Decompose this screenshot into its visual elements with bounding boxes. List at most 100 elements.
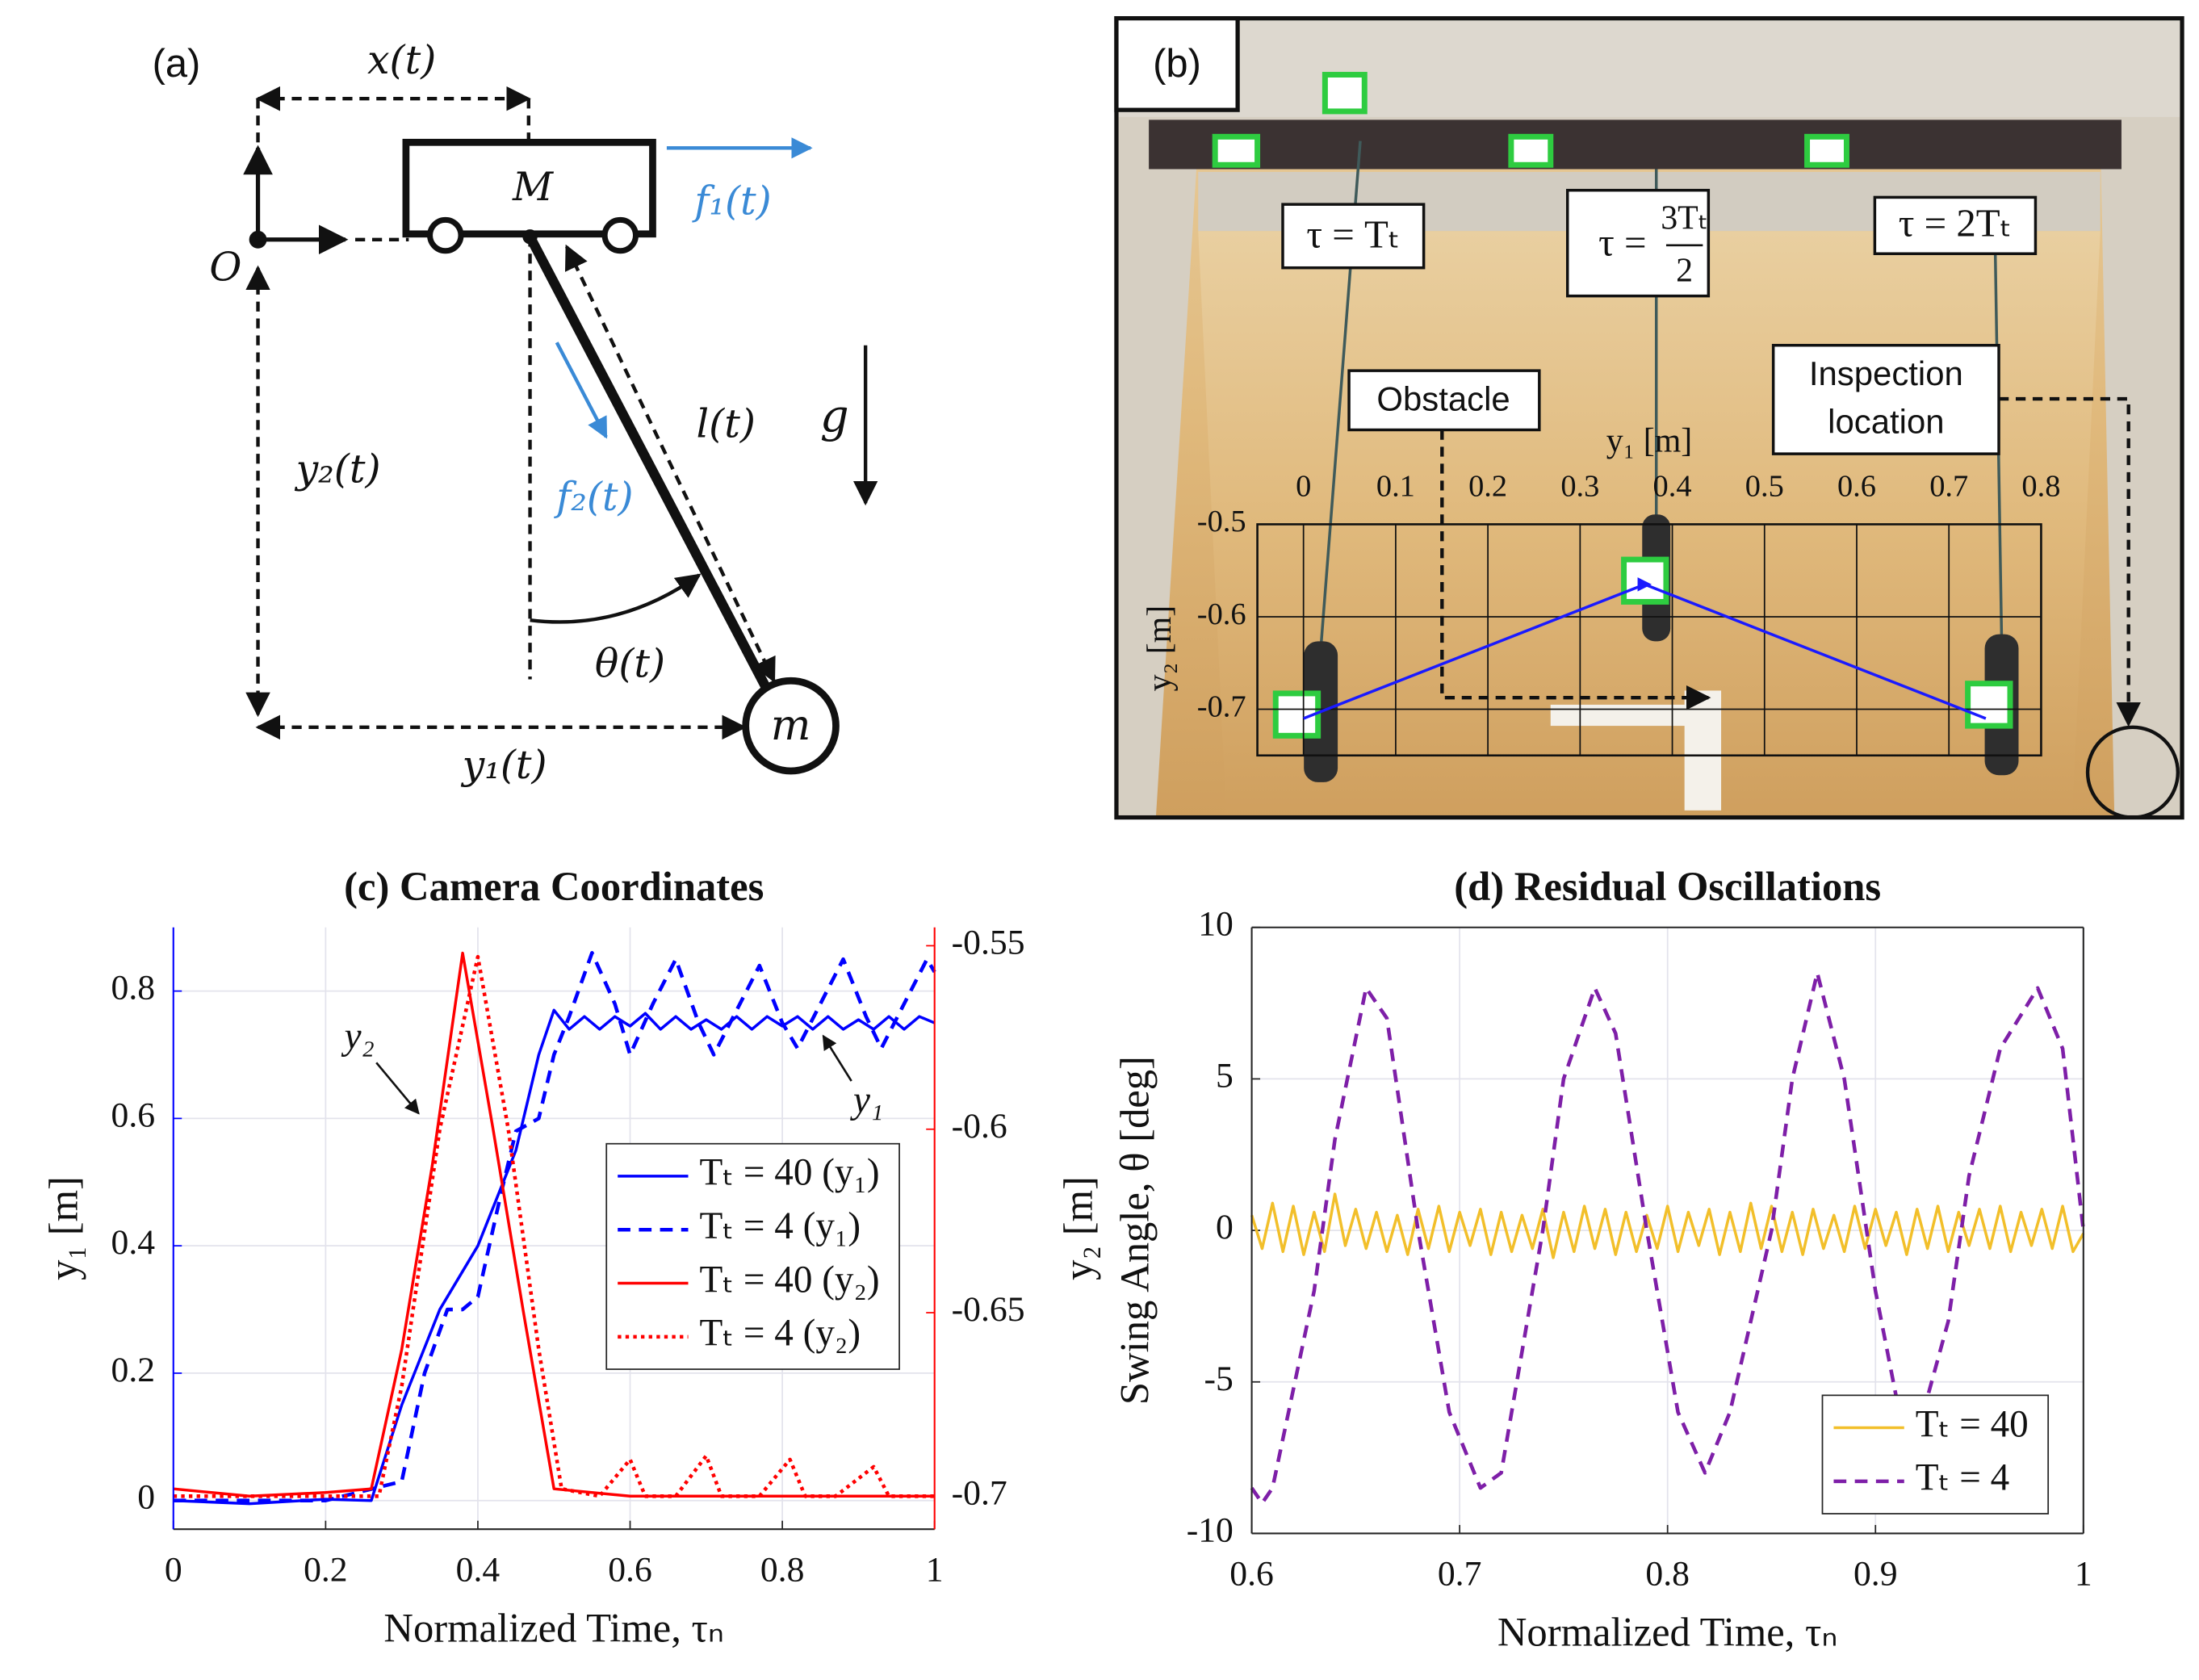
wheel xyxy=(601,216,639,254)
inspection-circle xyxy=(2085,725,2180,819)
x-tick-label: 0.2 xyxy=(304,1550,348,1589)
panel-label: (b) xyxy=(1153,42,1201,86)
y-tick-label: 0 xyxy=(137,1478,155,1517)
y-tick-label: 10 xyxy=(1198,905,1234,944)
legend-label: Tₜ = 4 (y₁) xyxy=(699,1205,861,1247)
series-line xyxy=(173,951,936,1502)
x-tick-label: 0.7 xyxy=(1438,1555,1482,1594)
panel-label: (a) xyxy=(153,42,201,86)
marker xyxy=(1508,133,1554,168)
x-tick-label: 0.1 xyxy=(1376,470,1415,504)
y-tick-label: 0 xyxy=(1216,1208,1234,1246)
legend-label: Tₜ = 4 xyxy=(1916,1457,2009,1499)
label-box xyxy=(1873,195,2038,255)
trajectory xyxy=(1303,577,1987,720)
length-dimension xyxy=(564,244,776,683)
y-tick-label: 0.8 xyxy=(111,969,156,1008)
series-line xyxy=(1250,1192,2085,1259)
wheel xyxy=(427,216,464,254)
legend-label: Tₜ = 40 (y₁) xyxy=(699,1152,879,1194)
leader-arrow xyxy=(1440,429,1711,710)
overlay-grid xyxy=(1256,523,2042,757)
label: 3Tₜ xyxy=(1661,200,1708,237)
y2-tick-label: -0.65 xyxy=(952,1290,1025,1329)
x-tick-label: 1 xyxy=(2075,1555,2092,1594)
motor-rail xyxy=(1149,119,2122,170)
label-box xyxy=(1347,369,1541,432)
marker xyxy=(1804,133,1849,168)
x-tick-label: 0.3 xyxy=(1560,470,1599,504)
label: x(t) xyxy=(367,37,436,83)
y-tick-label: 0.4 xyxy=(111,1223,156,1262)
label: y₂(t) xyxy=(295,446,381,492)
label: O xyxy=(209,245,241,291)
label-box xyxy=(1114,16,1240,112)
label: M xyxy=(512,164,555,210)
label: l(t) xyxy=(697,400,756,446)
y-axis-label: y₁ [m] xyxy=(40,1176,86,1280)
label: g xyxy=(820,391,849,443)
y2-axis-label: y₂ [m] xyxy=(1056,1176,1101,1280)
y2-tick-label: -0.6 xyxy=(952,1107,1007,1146)
marker xyxy=(1965,681,2013,729)
label: f₂(t) xyxy=(554,474,633,520)
x-tick-label: 0.4 xyxy=(456,1550,501,1589)
label-box xyxy=(1565,188,1711,298)
axis-label: y₂ [m] xyxy=(1141,605,1179,692)
label: location xyxy=(1828,403,1944,441)
label: τ = Tₜ xyxy=(1306,212,1400,256)
marker xyxy=(1621,556,1669,605)
chart-title: (d) Residual Oscillations xyxy=(1454,864,1881,909)
annotation-arrow xyxy=(375,1062,420,1115)
x-tick-label: 0.6 xyxy=(1229,1555,1274,1594)
label-box xyxy=(1771,343,2000,455)
x-tick-label: 1 xyxy=(926,1550,944,1589)
label: θ(t) xyxy=(595,640,665,686)
legend-label: Tₜ = 40 xyxy=(1916,1403,2029,1445)
photo-border xyxy=(1114,16,2184,820)
x-tick-label: 0.7 xyxy=(1929,470,1968,504)
label: m xyxy=(771,701,811,750)
legend-label: Tₜ = 4 (y₂) xyxy=(699,1313,861,1355)
x-axis-label: Normalized Time, τₙ xyxy=(383,1605,724,1650)
x-tick-label: 0.5 xyxy=(1745,470,1784,504)
leader-arrow xyxy=(1999,396,2141,727)
marker xyxy=(1321,72,1368,115)
label: f₁(t) xyxy=(692,178,771,224)
panel-b xyxy=(1114,16,2184,820)
x-tick-label: 0.4 xyxy=(1653,470,1692,504)
label: τ = 2Tₜ xyxy=(1899,200,2012,245)
y-tick-label: 0.6 xyxy=(111,1096,156,1134)
annotation: y₂ xyxy=(341,1016,375,1058)
y-tick-label: 0.2 xyxy=(111,1351,156,1389)
legend-label: Tₜ = 40 (y₂) xyxy=(699,1259,879,1301)
x-tick-label: 0.8 xyxy=(1645,1555,1690,1594)
y2-tick-label: -0.7 xyxy=(952,1473,1007,1512)
y-tick-label: -0.5 xyxy=(1197,505,1246,538)
x-tick-label: 0.6 xyxy=(608,1550,652,1589)
label: y₁(t) xyxy=(461,742,547,788)
legend: Tₜ = 40 Tₜ = 4 xyxy=(1821,1394,2050,1515)
x-tick-label: 0.8 xyxy=(2021,470,2060,504)
x-tick-label: 0.2 xyxy=(1468,470,1507,504)
y-tick-label: -5 xyxy=(1204,1360,1234,1398)
x-tick-label: 0.8 xyxy=(760,1550,805,1589)
label-box xyxy=(1281,203,1426,270)
legend: Tₜ = 40 (y₁) Tₜ = 4 (y₁) Tₜ = 40 (y₂) Tₜ = … xyxy=(605,1142,900,1370)
angle-arc xyxy=(530,573,702,624)
series-line xyxy=(1250,970,2086,1506)
y-axis-label: Swing Angle, θ [deg] xyxy=(1112,1056,1158,1405)
x-tick-label: 0.9 xyxy=(1853,1555,1898,1594)
pivot xyxy=(522,229,538,245)
annotation: y₁ xyxy=(850,1079,883,1121)
pendulum-rod xyxy=(526,234,770,689)
series-line xyxy=(173,954,935,1498)
x-tick-label: 0.6 xyxy=(1837,470,1876,504)
x-tick-label: 0 xyxy=(1296,470,1311,504)
series-line xyxy=(173,951,935,1498)
label: 2 xyxy=(1676,252,1693,289)
annotation-arrow xyxy=(822,1034,852,1082)
rail xyxy=(1116,18,2183,117)
